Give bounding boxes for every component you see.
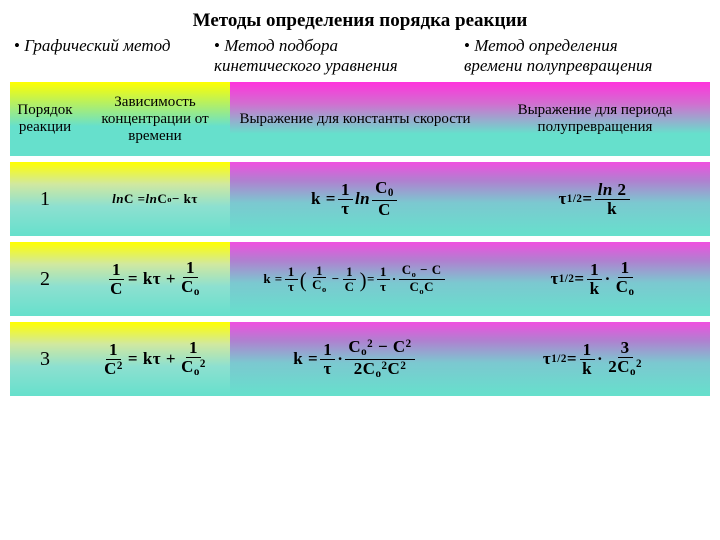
half-3: τ1/2 = 1k·32Co2	[480, 322, 710, 396]
conc-3: 1C2 = kτ + 1Co2	[80, 322, 230, 396]
rate-2: k = 1τ(1Co − 1C) = 1τ·Co − CCoC	[230, 242, 480, 316]
row-1: 1 ln C = ln Co − kτ k = 1τ ln C0C τ1/2 =…	[10, 162, 710, 236]
method-3: • Метод определения времени полупревраще…	[464, 36, 710, 76]
hdr-order: Порядок реакции	[10, 82, 80, 156]
main-title: Методы определения порядка реакции	[10, 10, 710, 32]
order-1: 1	[10, 162, 80, 236]
header-row: Порядок реакции Зависимость концентрации…	[10, 82, 710, 156]
row-3: 3 1C2 = kτ + 1Co2 k = 1τ·Co2 − C22Co2C2 …	[10, 322, 710, 396]
order-3: 3	[10, 322, 80, 396]
method-1: • Графический метод	[10, 36, 214, 76]
conc-2: 1C = kτ + 1Co	[80, 242, 230, 316]
methods-row: • Графический метод • Метод подбора кине…	[10, 36, 710, 76]
row-2: 2 1C = kτ + 1Co k = 1τ(1Co − 1C) = 1τ·Co…	[10, 242, 710, 316]
hdr-conc: Зависимость концентрации от времени	[80, 82, 230, 156]
rate-1: k = 1τ ln C0C	[230, 162, 480, 236]
conc-1: ln C = ln Co − kτ	[80, 162, 230, 236]
hdr-rate: Выражение для константы скорости	[230, 82, 480, 156]
rate-3: k = 1τ·Co2 − C22Co2C2	[230, 322, 480, 396]
method-2: • Метод подбора кинетического уравнения	[214, 36, 464, 76]
hdr-half: Выражение для периода полупревращения	[480, 82, 710, 156]
half-2: τ1/2 = 1k·1Co	[480, 242, 710, 316]
reaction-table: Порядок реакции Зависимость концентрации…	[10, 82, 710, 396]
half-1: τ1/2 = ln 2k	[480, 162, 710, 236]
order-2: 2	[10, 242, 80, 316]
